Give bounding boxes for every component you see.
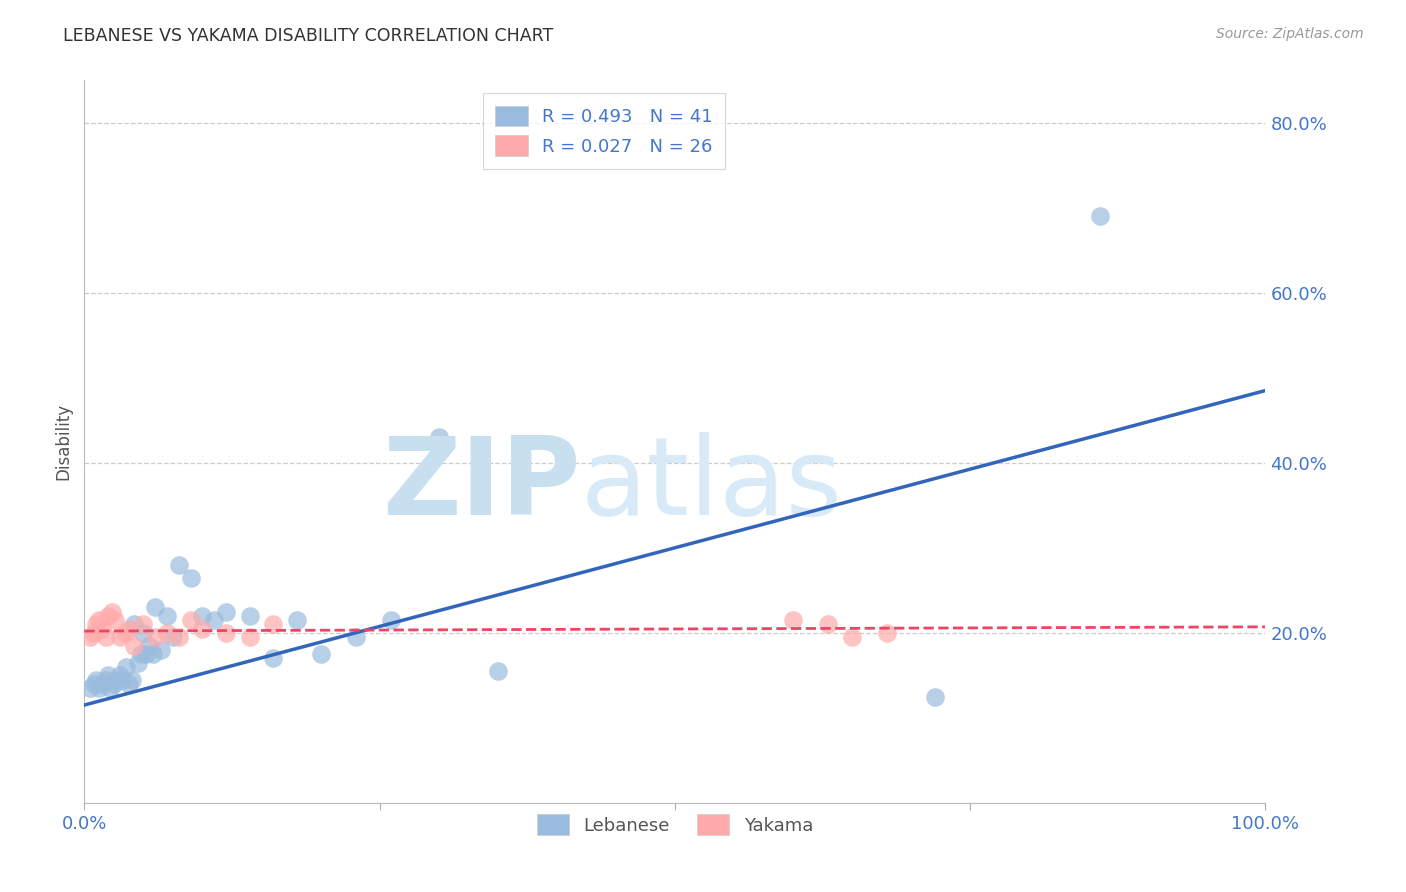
Point <box>84 617 107 632</box>
Point <box>191 608 214 623</box>
Point <box>127 656 149 670</box>
Point <box>121 673 143 687</box>
Point <box>162 630 184 644</box>
Point <box>924 690 946 704</box>
Point <box>132 625 155 640</box>
Point <box>143 630 166 644</box>
Legend: Lebanese, Yakama: Lebanese, Yakama <box>524 802 825 848</box>
Point <box>97 668 120 682</box>
Point <box>83 677 105 691</box>
Point <box>135 647 157 661</box>
Point <box>132 617 155 632</box>
Point <box>118 677 141 691</box>
Text: ZIP: ZIP <box>382 432 581 538</box>
Text: atlas: atlas <box>581 432 842 538</box>
Point <box>817 617 839 632</box>
Point <box>108 630 131 644</box>
Point <box>150 642 173 657</box>
Point <box>114 625 136 640</box>
Point <box>156 608 179 623</box>
Point <box>380 613 402 627</box>
Point <box>103 677 125 691</box>
Point <box>105 673 128 687</box>
Point <box>262 617 284 632</box>
Point <box>167 630 190 644</box>
Point <box>239 630 262 644</box>
Point <box>87 681 110 695</box>
Point <box>100 605 122 619</box>
Point <box>180 570 202 584</box>
Point <box>94 673 117 687</box>
Point <box>841 630 863 644</box>
Point <box>427 430 450 444</box>
Point <box>122 639 145 653</box>
Point <box>118 622 141 636</box>
Point <box>309 647 332 661</box>
Point <box>108 668 131 682</box>
Point <box>122 617 145 632</box>
Point <box>202 613 225 627</box>
Point <box>84 673 107 687</box>
Point <box>138 639 160 653</box>
Point <box>83 625 105 640</box>
Point <box>285 613 308 627</box>
Point <box>142 647 165 661</box>
Y-axis label: Disability: Disability <box>55 403 73 480</box>
Point <box>143 600 166 615</box>
Point <box>104 613 127 627</box>
Text: LEBANESE VS YAKAMA DISABILITY CORRELATION CHART: LEBANESE VS YAKAMA DISABILITY CORRELATIO… <box>63 27 554 45</box>
Point <box>114 660 136 674</box>
Point <box>782 613 804 627</box>
Point <box>167 558 190 572</box>
Point <box>486 664 509 678</box>
Point <box>876 625 898 640</box>
Point <box>97 608 120 623</box>
Point <box>191 622 214 636</box>
Point <box>129 647 152 661</box>
Point <box>262 651 284 665</box>
Point <box>215 605 238 619</box>
Point <box>111 673 134 687</box>
Point <box>94 630 117 644</box>
Point <box>91 622 114 636</box>
Point <box>180 613 202 627</box>
Point <box>215 625 238 640</box>
Point <box>79 630 101 644</box>
Point <box>79 681 101 695</box>
Point <box>91 677 114 691</box>
Point <box>1088 209 1111 223</box>
Text: Source: ZipAtlas.com: Source: ZipAtlas.com <box>1216 27 1364 41</box>
Point <box>344 630 367 644</box>
Point <box>156 625 179 640</box>
Point <box>239 608 262 623</box>
Point <box>87 613 110 627</box>
Point <box>98 681 121 695</box>
